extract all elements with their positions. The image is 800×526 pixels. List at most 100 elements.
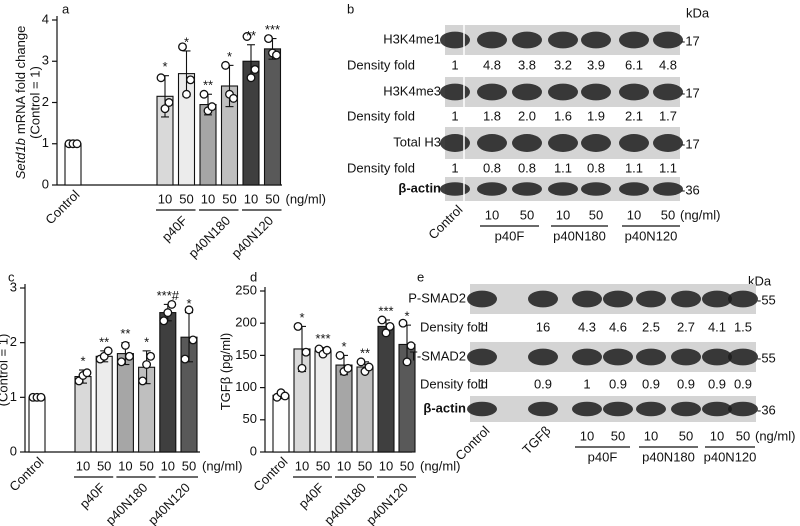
blot-band bbox=[603, 348, 633, 366]
data-point bbox=[167, 299, 177, 309]
density-value: 1.5 bbox=[734, 319, 752, 334]
significance: ** bbox=[120, 326, 130, 341]
group-label: p40N180 bbox=[185, 213, 233, 261]
density-value: 1 bbox=[451, 108, 458, 123]
blot-band bbox=[653, 31, 683, 49]
blot-row-label: β-actin bbox=[423, 400, 466, 415]
blot-band bbox=[636, 348, 666, 366]
data-point bbox=[103, 346, 113, 356]
lane-label: 10 bbox=[580, 428, 594, 443]
density-label: Density fold bbox=[347, 160, 415, 175]
data-point bbox=[385, 321, 395, 331]
panel-letter: b bbox=[347, 1, 354, 16]
bar bbox=[263, 48, 282, 186]
group-label: p40N120 bbox=[145, 480, 193, 526]
bar bbox=[356, 366, 374, 453]
blot-band bbox=[581, 134, 611, 152]
y-axis-label: TGFβ (pg/ml) bbox=[218, 333, 233, 411]
significance: ***# bbox=[157, 288, 180, 303]
data-point bbox=[381, 328, 391, 338]
data-point bbox=[124, 351, 134, 361]
blot-band bbox=[548, 134, 578, 152]
density-value: 0.9 bbox=[642, 376, 660, 391]
y-tick-label: 0 bbox=[250, 443, 257, 458]
data-point bbox=[356, 357, 366, 367]
density-value: 1.8 bbox=[483, 108, 501, 123]
data-point bbox=[146, 351, 156, 361]
lane-label: 10 bbox=[627, 207, 641, 222]
data-point bbox=[82, 368, 92, 378]
lane-label: 10 bbox=[644, 428, 658, 443]
y-label-text: TGFβ (pg/ml) bbox=[218, 333, 233, 411]
blot-band bbox=[619, 182, 649, 196]
panel-letter: c bbox=[8, 269, 15, 284]
density-value: 4.3 bbox=[578, 319, 596, 334]
blot-row-label: β-actin bbox=[398, 180, 441, 195]
lane-label: 50 bbox=[679, 428, 693, 443]
blot-band bbox=[528, 348, 558, 366]
blot-band bbox=[581, 31, 611, 49]
density-value: 0.9 bbox=[534, 376, 552, 391]
blot-band bbox=[619, 83, 649, 101]
significance: *** bbox=[378, 303, 393, 318]
data-point bbox=[242, 32, 252, 41]
data-point bbox=[163, 308, 173, 318]
significance: *** bbox=[265, 22, 280, 37]
data-point bbox=[180, 354, 190, 364]
x-tick-label: 10 bbox=[118, 458, 132, 473]
blot-band bbox=[702, 401, 732, 417]
blot-band bbox=[512, 182, 542, 196]
lane-label: 10 bbox=[556, 207, 570, 222]
density-value: 2.5 bbox=[642, 319, 660, 334]
lane-label: 10 bbox=[710, 428, 724, 443]
blot-band bbox=[440, 182, 470, 196]
density-value: 1.6 bbox=[554, 108, 572, 123]
y-tick-label: 250 bbox=[235, 282, 257, 297]
density-value: 1.9 bbox=[587, 108, 605, 123]
x-unit: (ng/ml) bbox=[286, 191, 326, 206]
significance: * bbox=[184, 34, 189, 49]
data-point bbox=[343, 363, 353, 373]
x-tick-label: Control bbox=[250, 454, 290, 494]
data-point bbox=[293, 321, 303, 331]
data-point bbox=[138, 376, 148, 386]
significance: *** bbox=[315, 331, 330, 346]
blot-band bbox=[477, 83, 507, 101]
y-axis-label-note: (Control = 1) bbox=[27, 66, 42, 139]
blot-band bbox=[636, 290, 666, 308]
data-point bbox=[120, 340, 130, 350]
data-point bbox=[156, 73, 166, 83]
group-label: p40N180 bbox=[103, 480, 151, 526]
density-label: Density fold bbox=[347, 57, 415, 72]
group-label: p40F bbox=[495, 228, 525, 243]
blot-band bbox=[548, 182, 578, 196]
density-value: 1 bbox=[583, 376, 590, 391]
y-tick-label: 2 bbox=[10, 334, 17, 349]
y-tick-label: 1 bbox=[42, 135, 49, 150]
data-point bbox=[229, 93, 238, 103]
significance: * bbox=[80, 353, 85, 368]
group-label: p40N120 bbox=[704, 449, 757, 464]
data-point bbox=[182, 89, 191, 99]
data-point bbox=[142, 360, 152, 369]
x-tick-label: 10 bbox=[244, 191, 258, 206]
x-tick-label: Control bbox=[6, 454, 46, 494]
data-point bbox=[301, 347, 311, 357]
x-tick-label: 10 bbox=[161, 458, 175, 473]
blot-band bbox=[548, 31, 578, 49]
blot-band bbox=[528, 401, 558, 417]
blot-band bbox=[581, 83, 611, 101]
group-label: p40N180 bbox=[321, 480, 369, 526]
kda-marker: -36 bbox=[757, 402, 776, 417]
panel-letter: d bbox=[250, 269, 257, 284]
blot-band bbox=[477, 182, 507, 196]
group-label: p40F bbox=[77, 480, 109, 512]
blot-band bbox=[572, 401, 602, 417]
density-label: Density fold bbox=[347, 108, 415, 123]
lane-label: TGFβ bbox=[519, 423, 553, 457]
x-tick-label: 50 bbox=[139, 458, 153, 473]
bar bbox=[116, 353, 134, 453]
x-tick-label: 10 bbox=[201, 191, 215, 206]
x-tick-label: Control bbox=[42, 187, 82, 227]
